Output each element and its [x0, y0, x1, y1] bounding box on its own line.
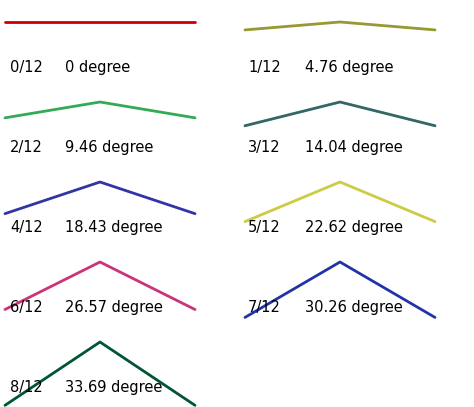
Text: 8/12: 8/12: [10, 380, 43, 395]
Text: 3/12: 3/12: [248, 140, 281, 155]
Text: 14.04 degree: 14.04 degree: [305, 140, 403, 155]
Text: 30.26 degree: 30.26 degree: [305, 300, 403, 315]
Text: 9.46 degree: 9.46 degree: [65, 140, 154, 155]
Text: 2/12: 2/12: [10, 140, 43, 155]
Text: 7/12: 7/12: [248, 300, 281, 315]
Text: 6/12: 6/12: [10, 300, 43, 315]
Text: 18.43 degree: 18.43 degree: [65, 220, 163, 235]
Text: 4/12: 4/12: [10, 220, 43, 235]
Text: 33.69 degree: 33.69 degree: [65, 380, 163, 395]
Text: 5/12: 5/12: [248, 220, 281, 235]
Text: 0/12: 0/12: [10, 60, 43, 75]
Text: 22.62 degree: 22.62 degree: [305, 220, 403, 235]
Text: 0 degree: 0 degree: [65, 60, 130, 75]
Text: 1/12: 1/12: [248, 60, 281, 75]
Text: 4.76 degree: 4.76 degree: [305, 60, 393, 75]
Text: 26.57 degree: 26.57 degree: [65, 300, 163, 315]
